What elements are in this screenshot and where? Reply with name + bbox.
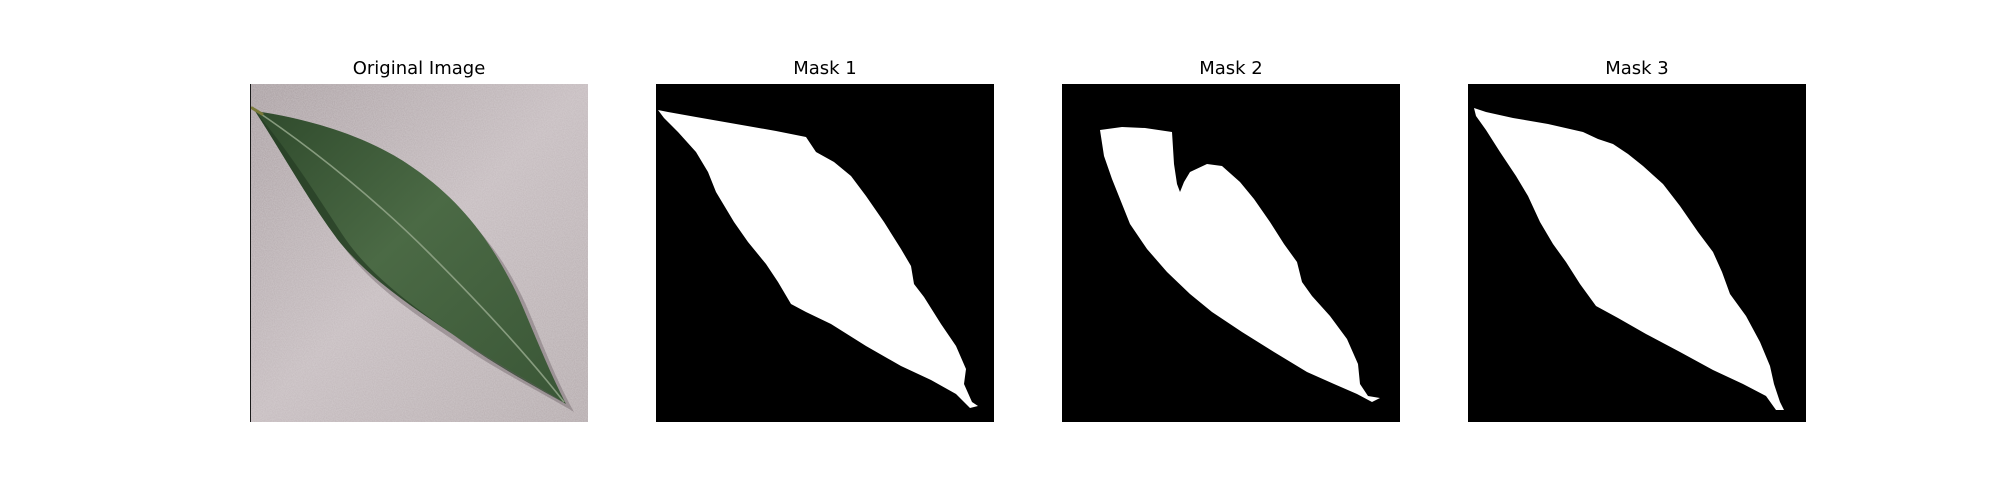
image-left-edge <box>250 84 251 422</box>
mask-1-leaf-region <box>658 110 978 408</box>
panel-title-mask-3: Mask 3 <box>1605 58 1669 79</box>
mask-1-image <box>656 84 994 422</box>
leaf-shape <box>255 111 566 404</box>
leaf-midrib <box>257 111 565 403</box>
mask-2-leaf-region <box>1100 127 1380 402</box>
panel-title-mask-1: Mask 1 <box>793 58 857 79</box>
mask-2-panel <box>1062 84 1400 422</box>
panel-title-original: Original Image <box>352 58 486 79</box>
panel-title-mask-2: Mask 2 <box>1199 58 1263 79</box>
mask-1-panel <box>656 84 994 422</box>
original-leaf-photo <box>250 84 588 422</box>
mask-3-image <box>1468 84 1806 422</box>
mask-2-image <box>1062 84 1400 422</box>
original-image-panel <box>250 84 588 422</box>
mask-3-leaf-region <box>1474 108 1784 410</box>
mask-3-panel <box>1468 84 1806 422</box>
